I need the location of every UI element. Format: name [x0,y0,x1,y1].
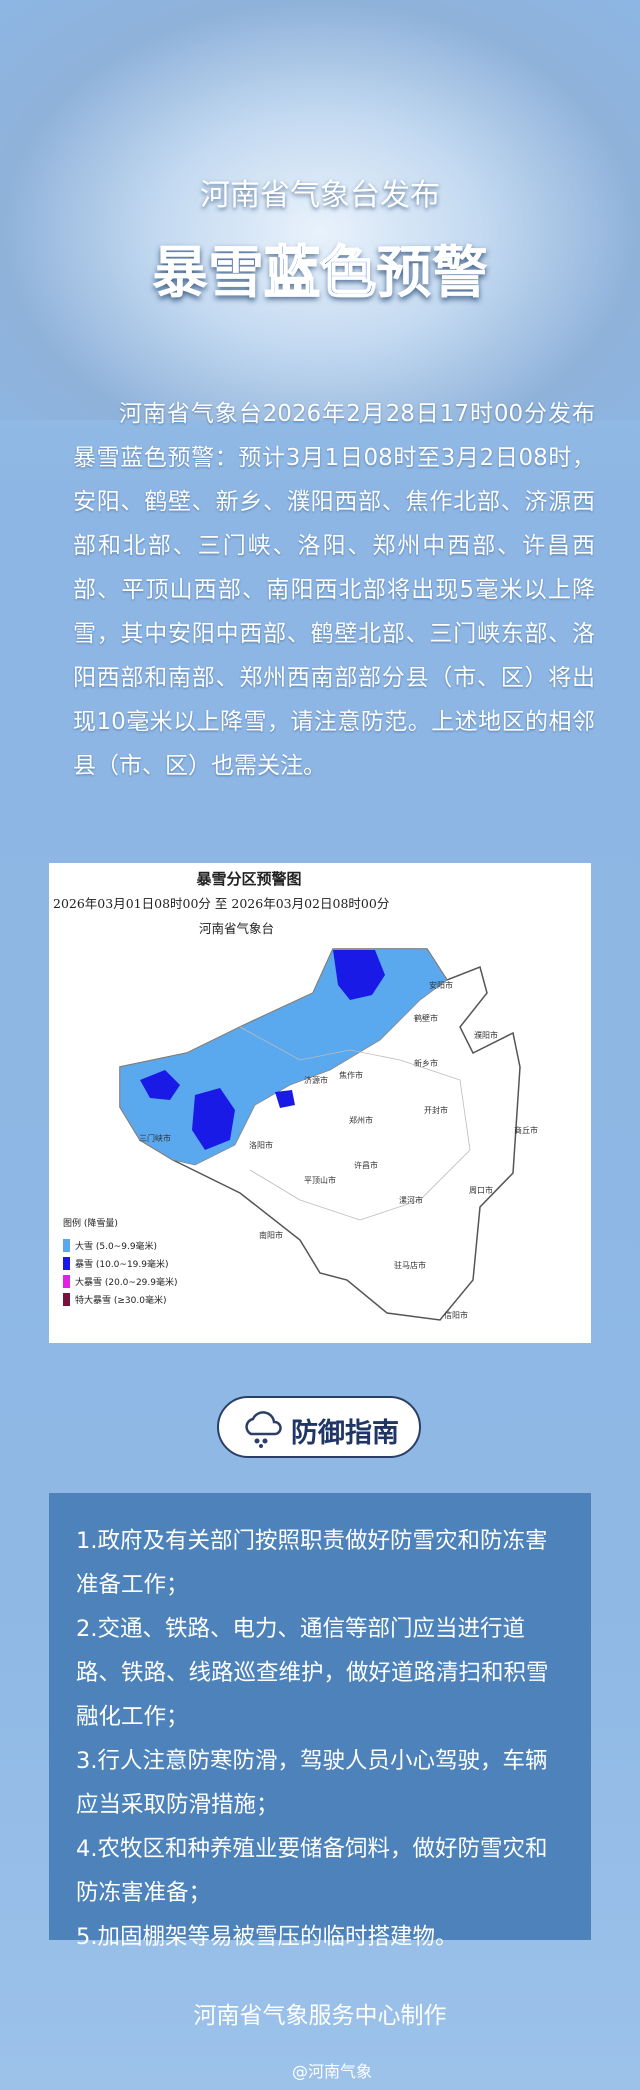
city-label: 周口市 [469,1185,493,1195]
title-highlight: 蓝色 [263,240,377,307]
guide-item: 2.交通、铁路、电力、通信等部门应当进行道路、铁路、线路巡查维护，做好道路清扫和… [76,1616,549,1730]
city-label: 信阳市 [444,1310,468,1320]
city-label: 平顶山市 [304,1175,336,1185]
legend-label: 暴雪 (10.0~19.9毫米) [75,1258,169,1270]
guide-item: 3.行人注意防寒防滑，驾驶人员小心驾驶，车辆应当采取防滑措施； [76,1748,548,1818]
blizzard-area [275,1090,295,1108]
cloud-icon [245,1411,282,1448]
legend-title: 图例 (降雪量) [63,1217,118,1229]
city-label: 洛阳市 [249,1140,273,1150]
city-label: 新乡市 [414,1058,438,1068]
producer: 河南省气象服务中心制作 [193,2003,447,2029]
guide-item: 4.农牧区和种养殖业要储备饲料，做好防雪灾和防冻害准备； [76,1836,548,1906]
city-label: 焦作市 [339,1070,363,1080]
legend-swatch [63,1239,70,1252]
warning-title: 暴雪蓝色预警 [0,228,640,309]
city-label: 开封市 [424,1105,448,1115]
legend-label: 特大暴雪 (≥30.0毫米) [75,1294,166,1306]
city-label: 漯河市 [399,1195,423,1205]
map-period: 2026年03月01日08时00分 至 2026年03月02日08时00分 [53,896,389,911]
guide-box: 1.政府及有关部门按照职责做好防雪灾和防冻害准备工作； 2.交通、铁路、电力、通信… [49,1493,591,1950]
blizzard-area [140,1070,180,1100]
warning-text: 河南省气象台2026年2月28日17时00分发布暴雪蓝色预警：预计3月1日08时… [73,401,595,779]
blizzard-area [333,950,385,1000]
legend-label: 大雪 (5.0~9.9毫米) [75,1240,157,1252]
city-label: 驻马店市 [394,1260,426,1270]
legend-swatch [63,1257,70,1270]
legend-label: 大暴雪 (20.0~29.9毫米) [75,1276,178,1288]
city-label: 安阳市 [429,980,453,990]
legend-swatch [63,1293,70,1306]
city-label: 郑州市 [349,1115,373,1125]
legend-swatch [63,1275,70,1288]
map-title: 暴雪分区预警图 [196,870,301,888]
city-label: 商丘市 [514,1125,538,1135]
guide-item: 5.加固棚架等易被雪压的临时搭建物。 [76,1924,458,1950]
guide-item: 1.政府及有关部门按照职责做好防雪灾和防冻害准备工作； [76,1528,548,1598]
issuer: 河南省气象台发布 [200,178,440,213]
hero-background [0,0,640,420]
guide-button-label: 防御指南 [291,1418,399,1449]
title-prefix: 暴雪 [152,241,264,306]
guide-button[interactable]: 防御指南 [217,1396,421,1458]
city-label: 济源市 [304,1075,328,1085]
title-suffix: 预警 [376,241,488,306]
city-label: 三门峡市 [139,1133,171,1143]
blizzard-area [192,1088,235,1150]
city-label: 许昌市 [354,1160,378,1170]
map-issuer: 河南省气象台 [199,921,274,936]
warning-map: 暴雪分区预警图 2026年03月01日08时00分 至 2026年03月02日08… [49,863,591,1343]
city-label: 濮阳市 [474,1030,498,1040]
city-label: 鹤壁市 [414,1013,438,1023]
account: @河南气象 [292,2062,373,2081]
boundary [239,1026,471,1221]
city-label: 南阳市 [259,1230,283,1240]
